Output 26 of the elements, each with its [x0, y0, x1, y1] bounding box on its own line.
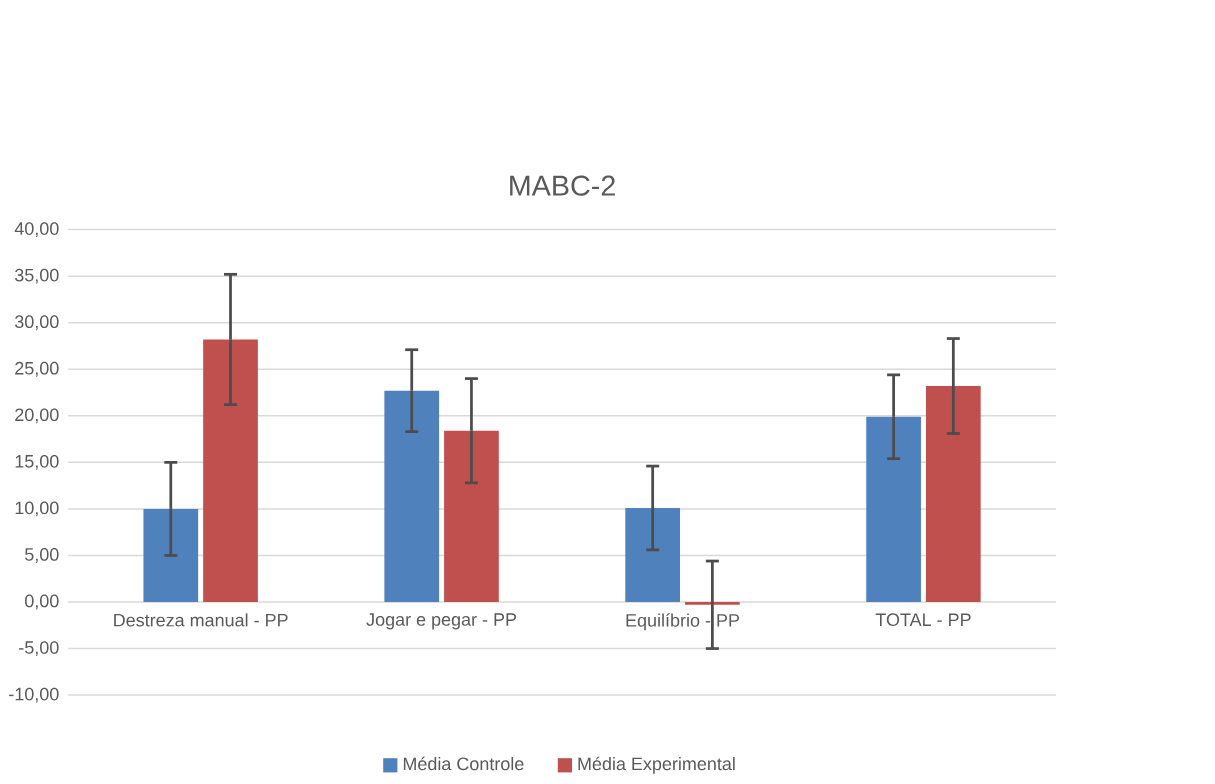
bar — [384, 390, 440, 603]
y-tick-label: -5,00 — [19, 641, 59, 657]
y-tick-label: 5,00 — [25, 548, 59, 564]
y-tick-label: 10,00 — [15, 501, 59, 517]
legend-label: Média Experimental — [578, 756, 735, 774]
bar — [925, 386, 981, 603]
y-tick-label: 15,00 — [15, 455, 59, 470]
x-tick-label: Equilíbrio - PP — [626, 613, 740, 631]
y-tick-label: 35,00 — [14, 268, 59, 284]
x-tick-label: Destreza manual - PP — [114, 613, 288, 627]
bar — [685, 602, 740, 605]
y-tick-label: 40,00 — [14, 222, 59, 238]
bar — [143, 509, 199, 603]
y-tick-label: 30,00 — [14, 315, 59, 331]
bar — [444, 430, 499, 603]
x-tick-label: Jogar e pegar - PP — [366, 613, 517, 630]
bar — [625, 508, 681, 603]
legend-label: Média Controle — [403, 756, 524, 771]
bar — [203, 339, 258, 603]
bar — [866, 416, 921, 603]
x-tick-label: TOTAL - PP — [875, 613, 971, 627]
y-tick-label: 0,00 — [25, 594, 59, 610]
y-tick-label: 25,00 — [15, 361, 59, 377]
y-tick-label: 20,00 — [15, 408, 59, 424]
chart-title: MABC-2 — [510, 175, 615, 196]
y-tick-label: -10,00 — [9, 687, 59, 703]
